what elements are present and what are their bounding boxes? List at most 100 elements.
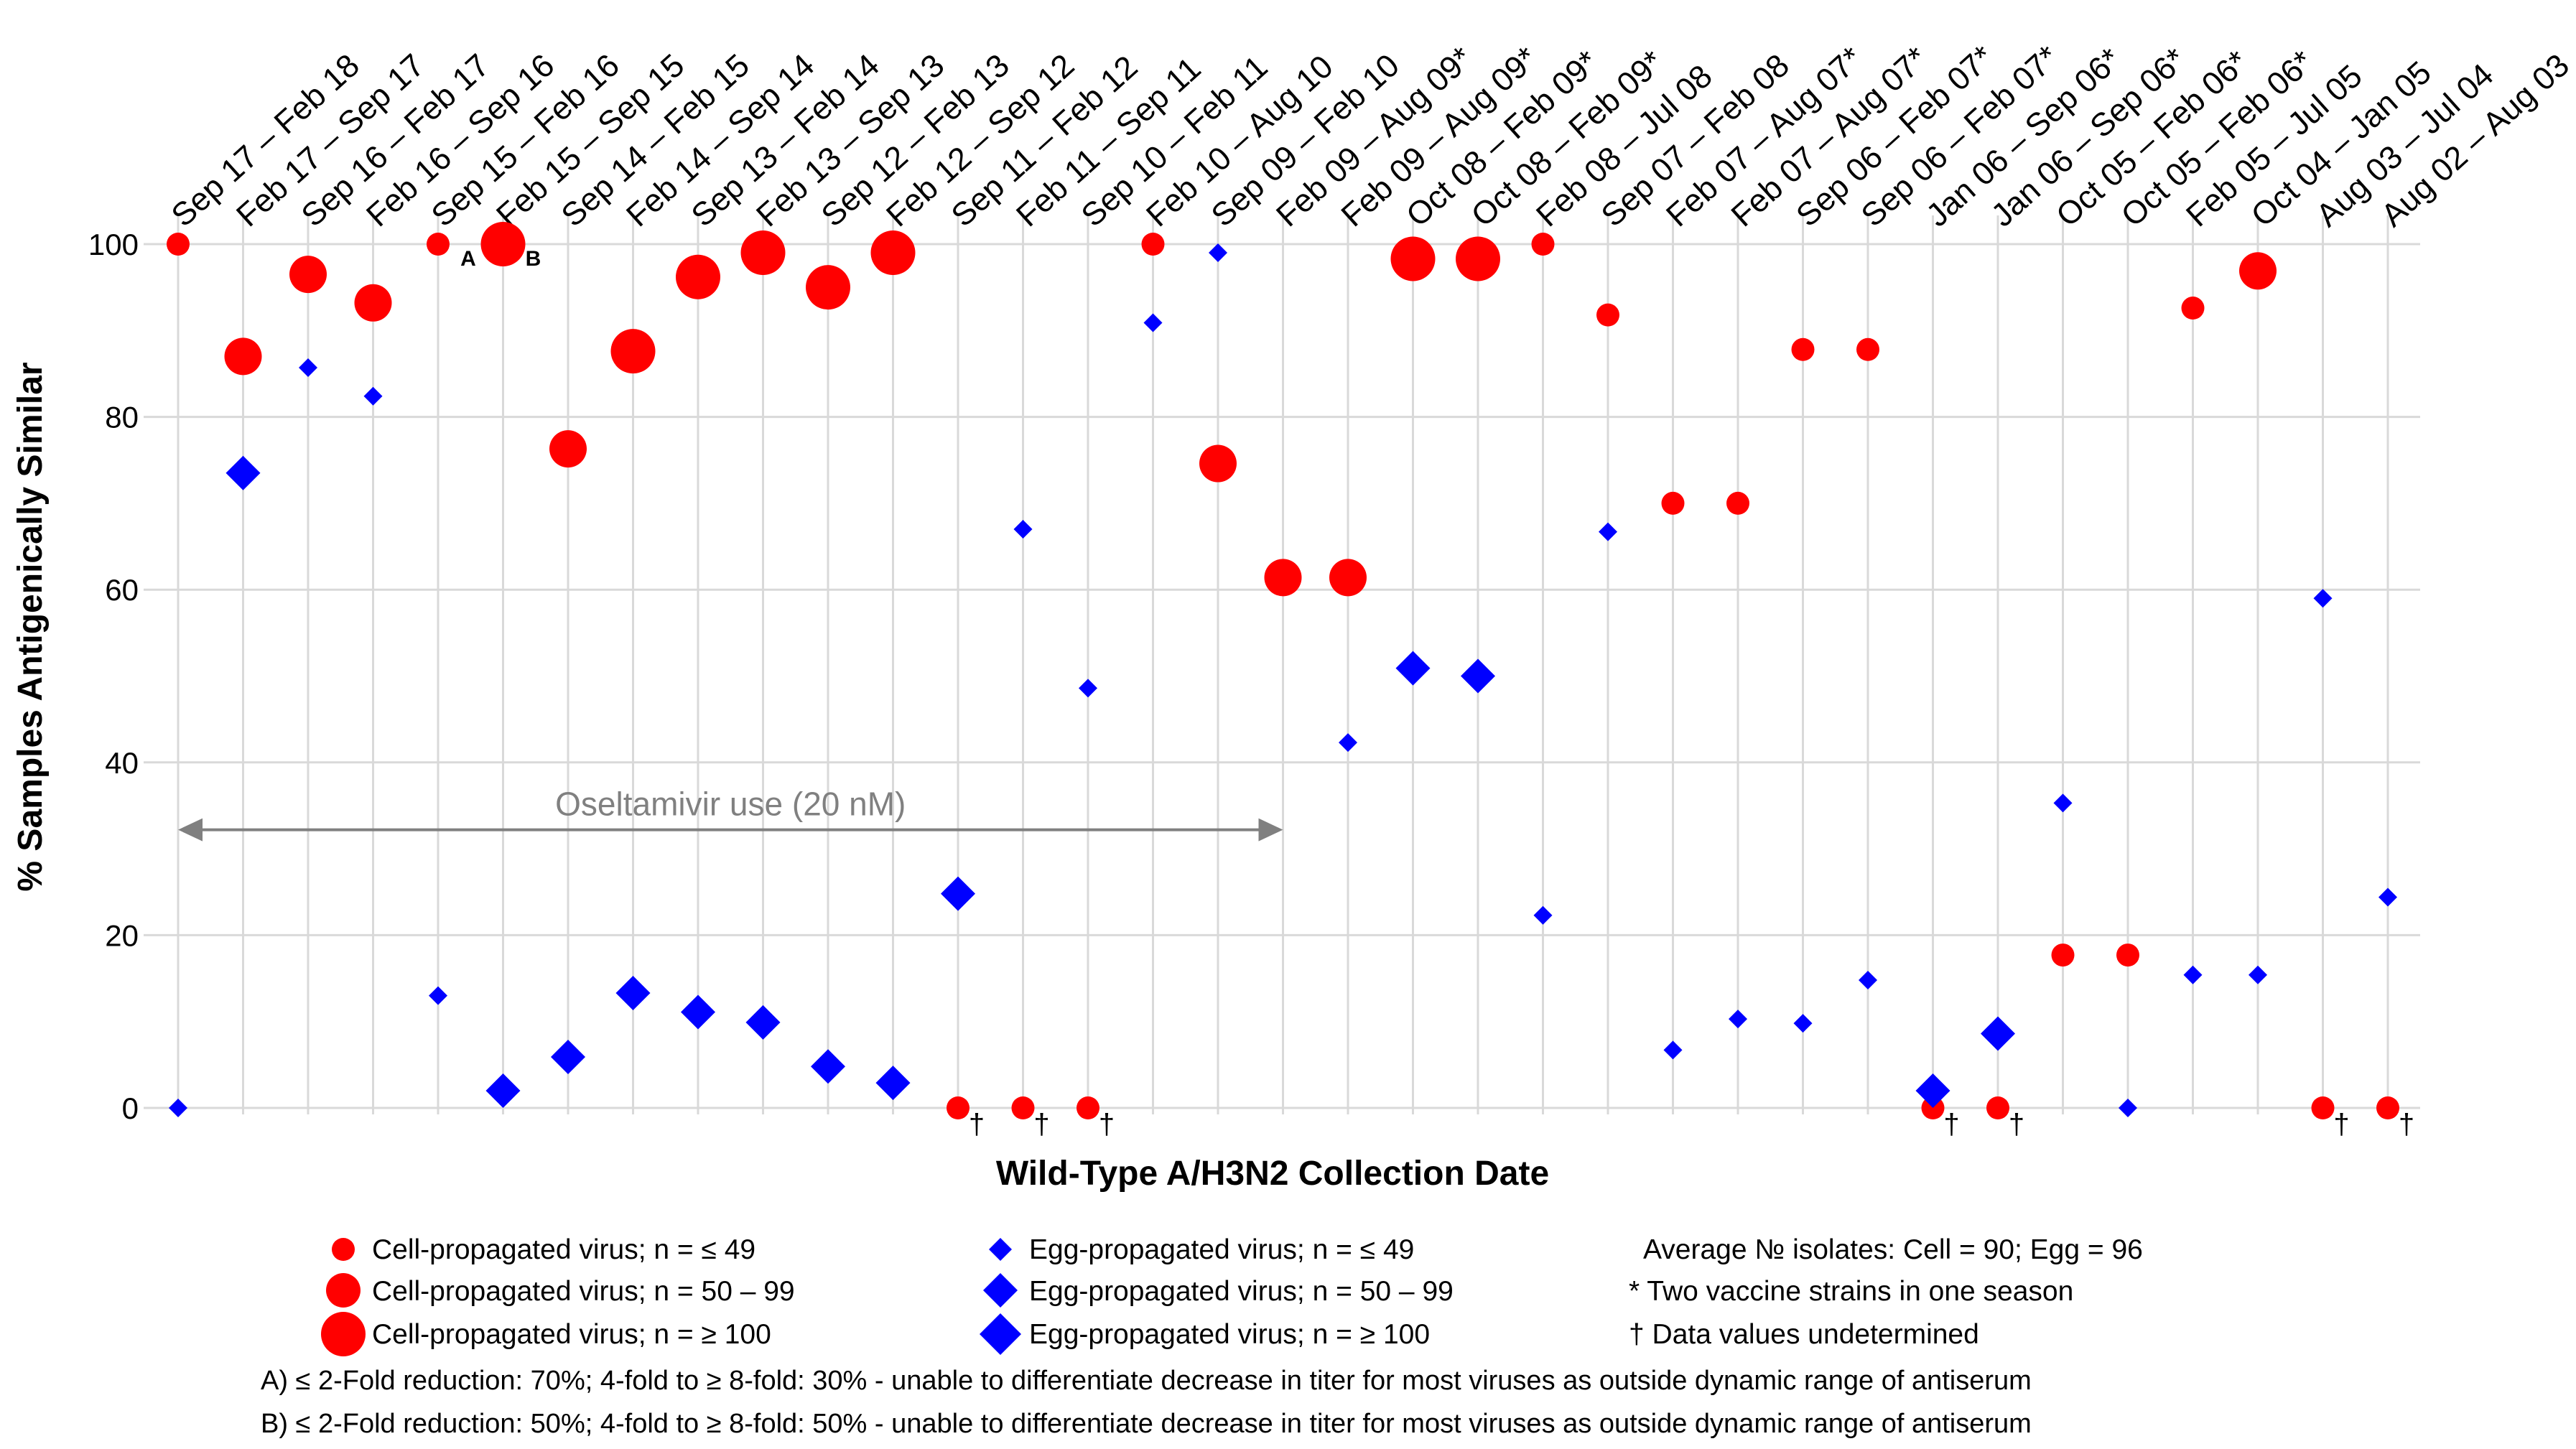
cell-point [740, 230, 786, 276]
egg-point [2313, 589, 2333, 608]
y-axis-title: % Samples Antigenically Similar [11, 362, 50, 891]
oseltamivir-annotation: Oseltamivir use (20 nM) [178, 786, 1283, 842]
egg-point [1079, 679, 1097, 698]
y-tick-label: 40 [105, 746, 139, 780]
legend-egg-medium-marker [983, 1273, 1018, 1308]
y-axis-ticks: 0 20 40 60 80 100 [88, 228, 139, 1125]
cell-point [2311, 1096, 2335, 1119]
egg-point [811, 1049, 845, 1084]
oseltamivir-arrow-left-head [178, 818, 203, 842]
legend-average-isolates: Average № isolates: Cell = 90; Egg = 96 [1643, 1234, 2143, 1265]
oseltamivir-label: Oseltamivir use (20 nM) [555, 786, 906, 823]
cell-point [1986, 1096, 2009, 1119]
cell-series [167, 222, 2399, 1119]
cell-point [1329, 559, 1367, 597]
cell-point [549, 430, 587, 468]
egg-point [941, 876, 975, 911]
egg-point [1859, 970, 1877, 989]
cell-point [1264, 559, 1302, 597]
legend-egg-small-marker [989, 1238, 1012, 1261]
egg-point [875, 1066, 911, 1101]
egg-point [745, 1005, 781, 1040]
y-tick-label: 0 [122, 1091, 139, 1125]
undetermined-dagger: † [2333, 1109, 2349, 1140]
egg-point [299, 358, 317, 378]
egg-point [1981, 1016, 2015, 1051]
undetermined-dagger: † [1943, 1109, 1959, 1140]
legend-egg-large-marker [980, 1313, 1021, 1355]
grid [144, 215, 2420, 1114]
cell-point [947, 1096, 970, 1119]
egg-point [615, 976, 651, 1011]
egg-point [2183, 965, 2203, 984]
undetermined-dagger: † [2399, 1109, 2414, 1140]
cell-point [427, 233, 450, 256]
cell-point [1596, 303, 1619, 327]
legend-cell-large-label: Cell-propagated virus; n = ≥ 100 [372, 1319, 771, 1350]
egg-point [1793, 1014, 1813, 1033]
cell-point [2181, 297, 2205, 320]
egg-point [225, 455, 261, 490]
egg-point [1461, 658, 1495, 694]
undetermined-dagger: † [969, 1109, 985, 1140]
x-axis-title: Wild-Type A/H3N2 Collection Date [996, 1155, 1549, 1193]
undetermined-dagger: † [1099, 1109, 1115, 1140]
oseltamivir-arrow-right-head [1258, 818, 1283, 842]
undetermined-dagger: † [2009, 1109, 2024, 1140]
y-tick-label: 60 [105, 573, 139, 607]
egg-point [1663, 1040, 1683, 1060]
cell-point [480, 222, 526, 266]
footnote-a: A) ≤ 2-Fold reduction: 70%; 4-fold to ≥ … [261, 1366, 2032, 1396]
egg-point [1143, 313, 1163, 332]
cell-point [224, 337, 262, 376]
cell-point [167, 233, 190, 256]
undetermined-dagger: † [1033, 1109, 1049, 1140]
undetermined-marks: † † † † † † † [969, 1109, 2414, 1140]
egg-point [2053, 793, 2073, 813]
cell-point [1077, 1096, 1099, 1119]
cell-point [676, 254, 720, 299]
cell-point [1199, 444, 1237, 483]
cell-point [2051, 944, 2075, 967]
legend-cell-medium-marker [326, 1273, 361, 1308]
egg-point [429, 986, 447, 1005]
point-note-label: B [526, 247, 541, 271]
legend-egg-small-label: Egg-propagated virus; n = ≤ 49 [1029, 1234, 1414, 1265]
cell-point [1011, 1096, 1035, 1119]
y-tick-label: 100 [88, 228, 139, 261]
egg-point [1729, 1010, 1747, 1029]
cell-point [1390, 236, 1436, 281]
y-tick-label: 20 [105, 918, 139, 952]
egg-point [2379, 887, 2397, 907]
egg-point [363, 386, 383, 406]
cell-point [354, 284, 392, 322]
legend-cell-small-marker [332, 1238, 355, 1261]
cell-point [289, 256, 327, 294]
legend-cell-large-marker [321, 1312, 366, 1356]
cell-point [870, 230, 916, 276]
legend-egg-large-label: Egg-propagated virus; n = ≥ 100 [1029, 1319, 1430, 1350]
cell-point [2376, 1096, 2399, 1119]
legend-two-vaccine-note: * Two vaccine strains in one season [1629, 1276, 2073, 1307]
cell-point [806, 265, 850, 310]
egg-point [2249, 965, 2267, 984]
egg-point [2119, 1099, 2137, 1117]
cell-point [2239, 252, 2277, 290]
egg-point [1915, 1073, 1950, 1108]
egg-point [1599, 522, 1617, 541]
cell-point [610, 329, 656, 374]
cell-point [1791, 337, 1815, 361]
egg-point [1013, 519, 1033, 539]
cell-point [1921, 1096, 1945, 1119]
egg-point [1209, 243, 1227, 263]
cell-point [1141, 233, 1165, 256]
cell-point [1661, 491, 1685, 515]
cell-point [1726, 491, 1749, 515]
cell-point [1456, 236, 1500, 281]
cell-point [1531, 233, 1555, 256]
point-note-label: A [460, 247, 476, 271]
legend-egg-medium-label: Egg-propagated virus; n = 50 – 99 [1029, 1276, 1454, 1307]
